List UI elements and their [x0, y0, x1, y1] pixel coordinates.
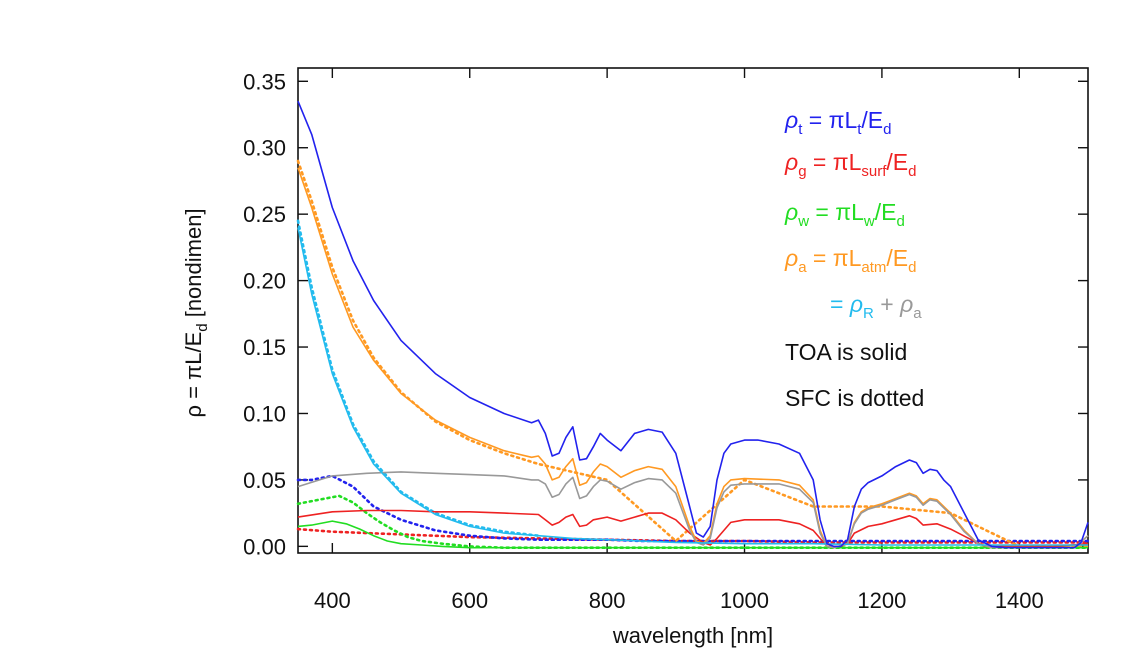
legend-eq-sub: surf	[861, 163, 887, 180]
series-line--r	[297, 227, 1088, 546]
legend-sym: ρ	[784, 107, 798, 133]
legend-tail: /E	[875, 199, 897, 225]
legend-entry-rho-w: ρw = πLw/Ed	[784, 199, 905, 230]
series-line--r-sfc	[296, 219, 540, 537]
x-tick-label: 1400	[995, 588, 1044, 613]
legend-entry-rho-g: ρg = πLsurf/Ed	[784, 149, 917, 180]
legend-eq-sub: w	[863, 213, 875, 230]
series-line--t-lt-ed	[297, 100, 1089, 549]
plot-frame	[297, 67, 1089, 554]
y-tick-label: 0.00	[243, 534, 286, 559]
legend-tail-sub: d	[883, 121, 891, 138]
y-tick-label: 0.25	[243, 202, 286, 227]
x-axis-title: wavelength [nm]	[612, 623, 773, 648]
y-axis-title-sub: d	[194, 323, 211, 331]
y-tick-label: 0.30	[243, 136, 286, 161]
legend-aerosol-sym: ρ	[899, 291, 913, 317]
legend-rayleigh-line: = ρR + ρa	[830, 291, 922, 322]
x-tick-label: 400	[314, 588, 351, 613]
legend-note-toa: TOA is solid	[785, 339, 907, 365]
legend-tail: /E	[886, 245, 908, 271]
legend-tail: /E	[861, 107, 883, 133]
series-line--a-latm-ed	[297, 167, 1089, 549]
x-tick-label: 1200	[857, 588, 906, 613]
legend-rayleigh-sub: R	[863, 305, 874, 322]
series-line--t-sfc	[296, 474, 1090, 543]
x-tick-label: 800	[589, 588, 626, 613]
legend-tail-sub: d	[896, 213, 904, 230]
y-tick-label: 0.05	[243, 468, 286, 493]
legend-eq: = πL	[807, 149, 862, 175]
y-tick-label: 0.35	[243, 69, 286, 94]
legend-rayleigh-prefix: =	[830, 291, 850, 317]
legend-tail: /E	[886, 149, 908, 175]
x-tick-label: 1000	[720, 588, 769, 613]
y-tick-label: 0.10	[243, 401, 286, 426]
legend-sym-sub: a	[798, 259, 807, 276]
legend-sym-sub: t	[798, 121, 803, 138]
y-tick-label: 0.15	[243, 335, 286, 360]
y-axis-title-prefix: ρ = πL/E	[181, 332, 206, 418]
series-line--w-lw-ed	[297, 520, 1088, 549]
y-axis-title: ρ = πL/Ed [nondimen]	[181, 208, 211, 417]
axis-ticks: 400 600 800 1000 1200 1400 0.00 0.05 0.10 0.15 0.2…	[243, 68, 1088, 613]
y-axis-title-suffix: [nondimen]	[181, 208, 206, 323]
legend-eq: = πL	[809, 199, 864, 225]
y-tick-label: 0.20	[243, 269, 286, 294]
series-line--a-aerosol	[297, 471, 1089, 549]
series-line--w-sfc	[296, 494, 1090, 549]
legend-sym-sub: g	[798, 163, 806, 180]
legend-eq: = πL	[802, 107, 857, 133]
legend-entry-rho-a: ρa = πLatm/Ed	[784, 245, 917, 276]
legend-sym: ρ	[784, 149, 798, 175]
legend-sym: ρ	[784, 199, 798, 225]
legend-sym-sub: w	[797, 213, 809, 230]
series-layer	[296, 100, 1090, 549]
legend-eq: = πL	[807, 245, 862, 271]
legend-note-sfc: SFC is dotted	[785, 385, 924, 411]
legend-rayleigh-sym: ρ	[849, 291, 863, 317]
legend: ρt = πLt/Ed ρg = πLsurf/Ed ρw = πLw/Ed ρ…	[784, 107, 924, 411]
series-line--a-sfc	[296, 159, 1090, 548]
legend-eq-sub: atm	[861, 259, 886, 276]
legend-aerosol-sub: a	[913, 305, 922, 322]
legend-sym: ρ	[784, 245, 798, 271]
legend-tail-sub: d	[908, 163, 916, 180]
legend-eq-sub: t	[857, 121, 862, 138]
x-tick-label: 600	[451, 588, 488, 613]
legend-entry-rho-t: ρt = πLt/Ed	[784, 107, 891, 138]
legend-plus: +	[874, 291, 900, 317]
legend-tail-sub: d	[908, 259, 916, 276]
